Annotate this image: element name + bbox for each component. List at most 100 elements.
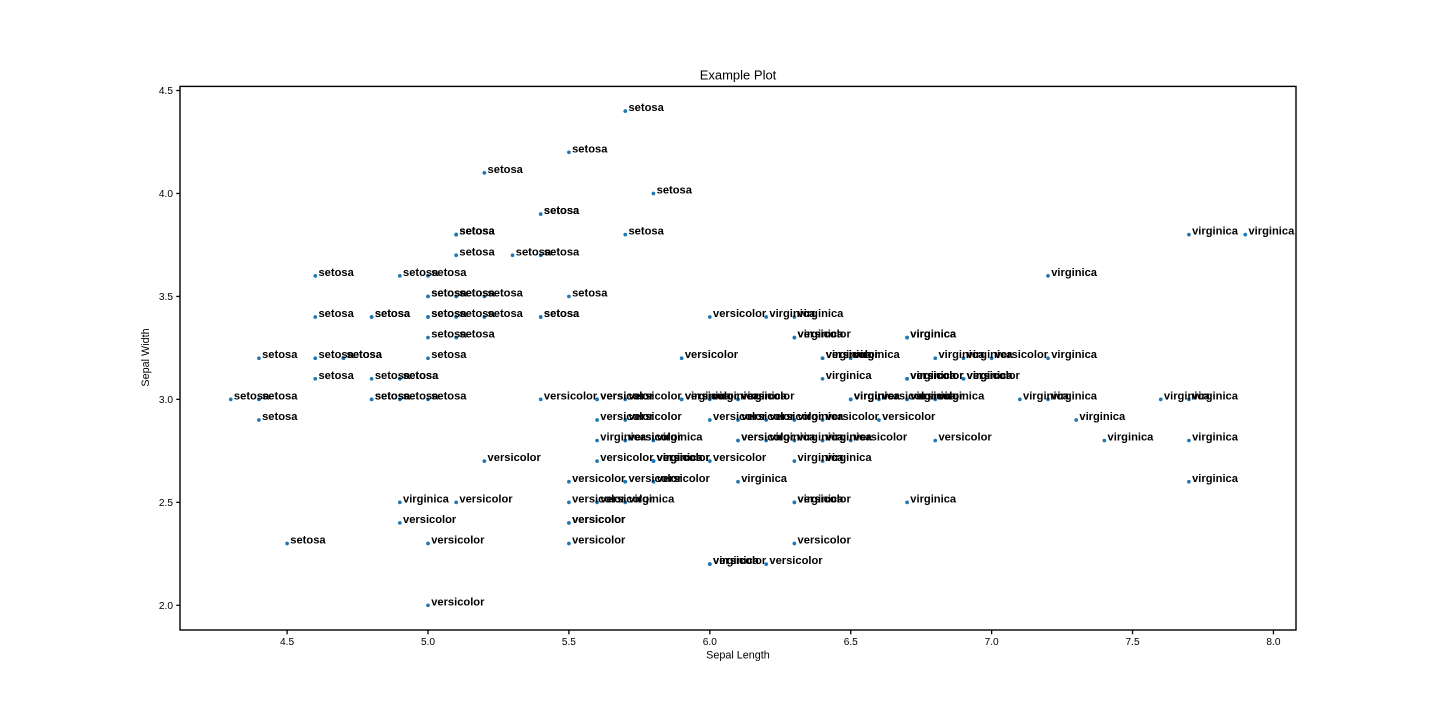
svg-text:setosa: setosa xyxy=(431,390,467,402)
svg-text:versicolor: versicolor xyxy=(798,493,852,505)
svg-text:virginica: virginica xyxy=(826,452,873,464)
svg-text:versicolor: versicolor xyxy=(769,411,823,423)
svg-text:versicolor: versicolor xyxy=(600,411,654,423)
svg-text:versicolor: versicolor xyxy=(431,535,485,547)
svg-text:setosa: setosa xyxy=(657,184,693,196)
svg-text:setosa: setosa xyxy=(459,226,495,238)
svg-text:virginica: virginica xyxy=(910,329,957,341)
svg-text:virginica: virginica xyxy=(826,349,873,361)
svg-text:setosa: setosa xyxy=(459,308,495,320)
svg-text:6.5: 6.5 xyxy=(844,637,858,648)
svg-text:setosa: setosa xyxy=(459,329,495,341)
svg-text:virginica: virginica xyxy=(854,390,901,402)
svg-text:versicolor: versicolor xyxy=(628,390,682,402)
svg-text:virginica: virginica xyxy=(938,349,985,361)
svg-text:versicolor: versicolor xyxy=(713,308,767,320)
svg-text:setosa: setosa xyxy=(488,308,524,320)
svg-text:virginica: virginica xyxy=(600,432,647,444)
svg-text:setosa: setosa xyxy=(544,308,580,320)
svg-text:setosa: setosa xyxy=(488,287,524,299)
svg-text:versicolor: versicolor xyxy=(628,432,682,444)
svg-text:setosa: setosa xyxy=(375,390,411,402)
svg-text:virginica: virginica xyxy=(628,493,675,505)
svg-text:virginica: virginica xyxy=(685,390,732,402)
svg-text:setosa: setosa xyxy=(262,411,298,423)
svg-text:virginica: virginica xyxy=(1079,411,1126,423)
svg-text:virginica: virginica xyxy=(1248,226,1295,238)
svg-text:setosa: setosa xyxy=(628,102,664,114)
svg-text:virginica: virginica xyxy=(1108,432,1155,444)
svg-text:setosa: setosa xyxy=(572,287,608,299)
svg-text:versicolor: versicolor xyxy=(741,432,795,444)
svg-text:setosa: setosa xyxy=(318,370,354,382)
svg-text:virginica: virginica xyxy=(1051,267,1098,279)
svg-text:setosa: setosa xyxy=(459,246,495,258)
svg-text:virginica: virginica xyxy=(826,432,873,444)
svg-text:setosa: setosa xyxy=(459,287,495,299)
svg-text:versicolor: versicolor xyxy=(657,452,711,464)
svg-text:virginica: virginica xyxy=(1192,432,1239,444)
svg-text:setosa: setosa xyxy=(459,226,495,238)
svg-text:8.0: 8.0 xyxy=(1266,637,1280,648)
svg-text:versicolor: versicolor xyxy=(431,596,485,608)
svg-text:setosa: setosa xyxy=(403,267,439,279)
svg-text:virginica: virginica xyxy=(854,390,901,402)
svg-text:versicolor: versicolor xyxy=(826,349,880,361)
svg-text:4.5: 4.5 xyxy=(159,86,173,97)
svg-text:virginica: virginica xyxy=(741,390,788,402)
svg-text:Example Plot: Example Plot xyxy=(700,68,777,83)
svg-text:virginica: virginica xyxy=(1051,349,1098,361)
svg-text:4.0: 4.0 xyxy=(159,189,173,200)
svg-text:versicolor: versicolor xyxy=(910,390,964,402)
svg-text:setosa: setosa xyxy=(375,308,411,320)
svg-text:setosa: setosa xyxy=(318,349,354,361)
svg-text:setosa: setosa xyxy=(544,246,580,258)
svg-text:3.0: 3.0 xyxy=(159,395,173,406)
svg-text:virginica: virginica xyxy=(657,452,704,464)
svg-text:versicolor: versicolor xyxy=(938,432,992,444)
svg-text:versicolor: versicolor xyxy=(910,370,964,382)
svg-text:setosa: setosa xyxy=(544,308,580,320)
svg-text:6.0: 6.0 xyxy=(703,637,717,648)
svg-text:versicolor: versicolor xyxy=(741,411,795,423)
svg-text:versicolor: versicolor xyxy=(600,452,654,464)
svg-text:virginica: virginica xyxy=(854,349,901,361)
svg-text:versicolor: versicolor xyxy=(657,473,711,485)
svg-text:setosa: setosa xyxy=(431,287,467,299)
svg-text:virginica: virginica xyxy=(1192,390,1239,402)
svg-text:setosa: setosa xyxy=(572,143,608,155)
svg-text:virginica: virginica xyxy=(910,370,957,382)
svg-text:versicolor: versicolor xyxy=(741,390,795,402)
svg-text:versicolor: versicolor xyxy=(544,390,598,402)
svg-text:2.5: 2.5 xyxy=(159,498,173,509)
svg-text:setosa: setosa xyxy=(262,349,298,361)
svg-text:virginica: virginica xyxy=(1023,390,1070,402)
svg-text:versicolor: versicolor xyxy=(600,390,654,402)
svg-text:versicolor: versicolor xyxy=(628,411,682,423)
svg-text:virginica: virginica xyxy=(713,555,760,567)
svg-text:setosa: setosa xyxy=(347,349,383,361)
svg-text:Sepal Width: Sepal Width xyxy=(140,328,152,386)
svg-text:virginica: virginica xyxy=(967,370,1014,382)
svg-text:setosa: setosa xyxy=(431,267,467,279)
svg-text:setosa: setosa xyxy=(488,164,524,176)
svg-text:setosa: setosa xyxy=(262,390,298,402)
svg-text:5.0: 5.0 xyxy=(421,637,435,648)
svg-text:virginica: virginica xyxy=(967,370,1014,382)
svg-text:setosa: setosa xyxy=(375,308,411,320)
svg-text:versicolor: versicolor xyxy=(967,370,1021,382)
svg-text:versicolor: versicolor xyxy=(798,329,852,341)
svg-text:setosa: setosa xyxy=(459,226,495,238)
svg-text:versicolor: versicolor xyxy=(713,555,767,567)
svg-text:setosa: setosa xyxy=(628,226,664,238)
svg-text:4.5: 4.5 xyxy=(280,637,294,648)
svg-text:versicolor: versicolor xyxy=(798,535,852,547)
svg-text:7.5: 7.5 xyxy=(1126,637,1140,648)
svg-text:setosa: setosa xyxy=(347,349,383,361)
svg-text:virginica: virginica xyxy=(967,349,1014,361)
svg-text:2.0: 2.0 xyxy=(159,601,173,612)
svg-text:setosa: setosa xyxy=(544,205,580,217)
svg-text:versicolor: versicolor xyxy=(572,514,626,526)
svg-text:virginica: virginica xyxy=(657,452,704,464)
svg-text:virginica: virginica xyxy=(910,329,957,341)
